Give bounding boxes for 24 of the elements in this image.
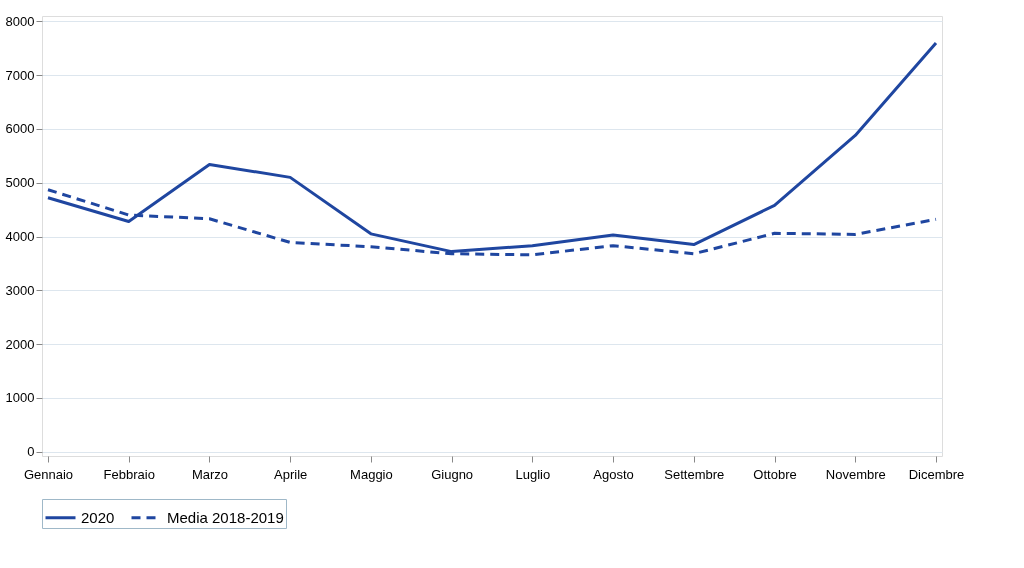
y-tick-label: 3000: [5, 282, 35, 298]
y-tick-label: 2000: [5, 336, 35, 352]
x-tick-label: Ottobre: [753, 466, 797, 482]
x-tick-label: Giugno: [431, 466, 474, 482]
y-tick-label: 4000: [5, 229, 35, 245]
x-tick-label: Luglio: [515, 466, 551, 482]
y-tick-label: 1000: [5, 390, 35, 406]
y-tick-label: 5000: [5, 175, 35, 191]
x-tick-label: Aprile: [274, 466, 308, 482]
y-tick-label: 0: [27, 444, 35, 460]
x-tick-label: Settembre: [664, 466, 725, 482]
legend-label: Media 2018-2019: [167, 508, 284, 526]
x-tick-label: Dicembre: [908, 466, 965, 482]
x-tick-label: Marzo: [191, 466, 229, 482]
x-tick-label: Febbraio: [103, 466, 155, 482]
y-tick-label: 8000: [5, 13, 35, 29]
x-tick-label: Novembre: [825, 466, 886, 482]
x-tick-label: Maggio: [350, 466, 393, 482]
y-tick-label: 6000: [5, 121, 35, 137]
x-tick-label: Agosto: [593, 466, 634, 482]
legend-label: 2020: [81, 508, 115, 526]
x-tick-label: Gennaio: [23, 466, 74, 482]
line-series: [46, 41, 938, 254]
y-tick-label: 7000: [5, 67, 35, 83]
